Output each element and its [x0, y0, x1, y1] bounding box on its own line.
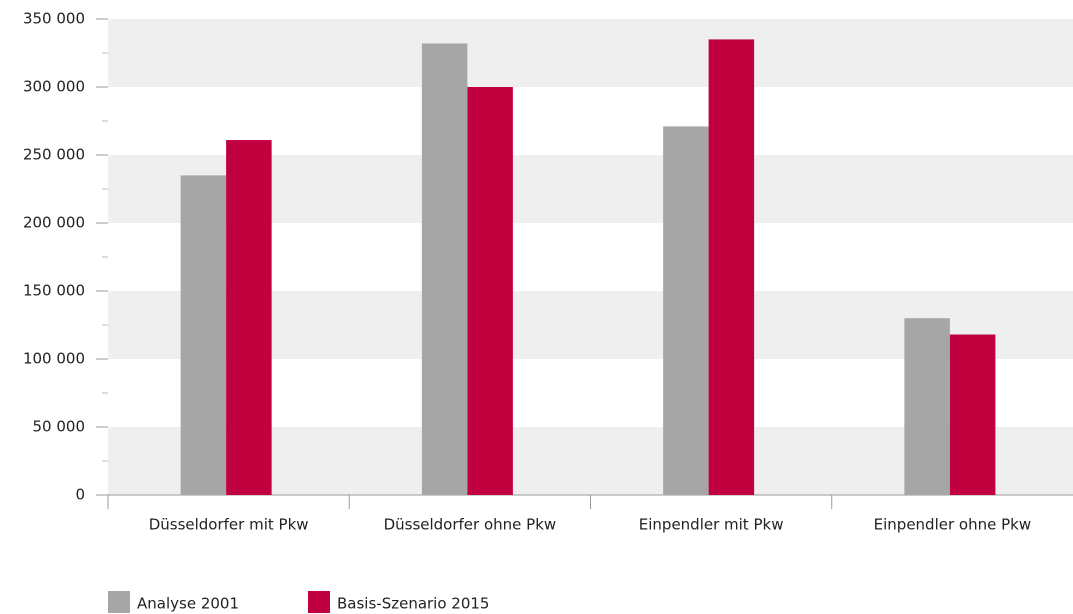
x-tick-label: Einpendler mit Pkw: [639, 516, 784, 534]
legend-label: Analyse 2001: [137, 595, 239, 613]
bar: [421, 43, 468, 495]
y-tick-label: 300 000: [23, 78, 85, 96]
bar: [226, 140, 272, 496]
bar: [663, 126, 709, 495]
y-tick-label: 150 000: [23, 282, 85, 300]
bar: [904, 318, 950, 495]
x-tick-label: Einpendler ohne Pkw: [874, 516, 1031, 534]
legend-label: Basis-Szenario 2015: [337, 595, 489, 613]
y-tick-label: 350 000: [23, 10, 85, 28]
x-tick-label: Düsseldorfer mit Pkw: [149, 516, 309, 534]
x-tick-label: Düsseldorfer ohne Pkw: [384, 516, 557, 534]
bar: [708, 39, 755, 496]
y-tick-label: 200 000: [23, 214, 85, 232]
y-tick-label: 250 000: [23, 146, 85, 164]
grid-band: [108, 19, 1073, 87]
bar: [467, 87, 513, 495]
legend-swatch: [108, 591, 130, 613]
legend-swatch: [308, 591, 330, 613]
bar: [949, 334, 996, 495]
y-tick-label: 0: [75, 486, 85, 504]
y-tick-label: 100 000: [23, 350, 85, 368]
y-tick-label: 50 000: [33, 418, 86, 436]
bar: [180, 175, 227, 495]
